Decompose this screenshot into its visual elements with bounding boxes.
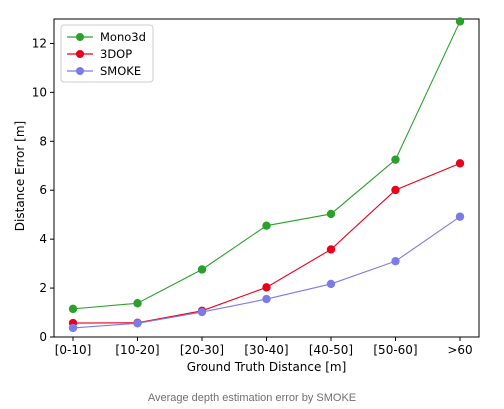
legend-marker-3dop bbox=[76, 50, 84, 58]
data-point-smoke bbox=[68, 323, 78, 333]
axes: 0 2 4 6 8 10 12 [0-10] [10-20] [20-30] [30-40] [40-… bbox=[32, 18, 480, 357]
data-point-mono3d bbox=[326, 209, 336, 219]
x-axis-label: Ground Truth Distance [m] bbox=[187, 360, 347, 374]
figure-caption: Average depth estimation error by SMOKE bbox=[147, 392, 357, 404]
series-smoke bbox=[68, 212, 465, 333]
data-point-mono3d bbox=[262, 221, 271, 230]
data-point-mono3d bbox=[197, 265, 207, 274]
data-point-mono3d bbox=[133, 299, 142, 308]
legend-label-smoke: SMOKE bbox=[100, 64, 141, 78]
data-point-smoke bbox=[197, 307, 207, 317]
data-point-3dop bbox=[326, 245, 336, 254]
y-tick-label: 2 bbox=[39, 281, 47, 295]
data-point-mono3d bbox=[455, 17, 465, 26]
y-tick-label: 12 bbox=[32, 36, 47, 50]
data-point-smoke bbox=[133, 319, 142, 328]
series-line-smoke bbox=[72, 216, 461, 329]
legend-marker-smoke bbox=[76, 67, 84, 75]
x-tick-label: [10-20] bbox=[115, 343, 159, 357]
data-point-mono3d bbox=[68, 304, 78, 314]
legend-label-mono3d: Mono3d bbox=[100, 30, 146, 44]
data-point-mono3d bbox=[391, 155, 400, 164]
x-tick-label: >60 bbox=[447, 343, 472, 357]
series-mono3d bbox=[68, 17, 465, 314]
data-point-3dop bbox=[391, 185, 400, 195]
legend: Mono3d 3DOP SMOKE bbox=[60, 24, 154, 83]
data-point-smoke bbox=[326, 279, 336, 289]
x-tick-label: [20-30] bbox=[180, 343, 224, 357]
y-tick-label: 4 bbox=[39, 232, 47, 246]
data-point-3dop bbox=[262, 283, 271, 292]
x-tick-label: [0-10] bbox=[55, 343, 92, 357]
x-tick-label: [30-40] bbox=[244, 343, 288, 357]
legend-label-3dop: 3DOP bbox=[100, 47, 132, 61]
data-point-smoke bbox=[391, 256, 400, 266]
x-tick-label: [50-60] bbox=[373, 343, 417, 357]
y-tick-label: 0 bbox=[39, 330, 47, 344]
data-point-smoke bbox=[455, 212, 465, 221]
y-tick-label: 10 bbox=[32, 85, 47, 99]
legend-box bbox=[60, 24, 154, 83]
y-tick-label: 6 bbox=[39, 183, 47, 197]
legend-marker-mono3d bbox=[76, 33, 84, 41]
y-axis-label: Distance Error [m] bbox=[13, 121, 27, 231]
data-point-3dop bbox=[455, 159, 465, 168]
data-point-smoke bbox=[262, 294, 271, 304]
x-tick-label: [40-50] bbox=[309, 343, 353, 357]
series-lines bbox=[68, 17, 465, 333]
y-tick-label: 8 bbox=[39, 134, 47, 148]
